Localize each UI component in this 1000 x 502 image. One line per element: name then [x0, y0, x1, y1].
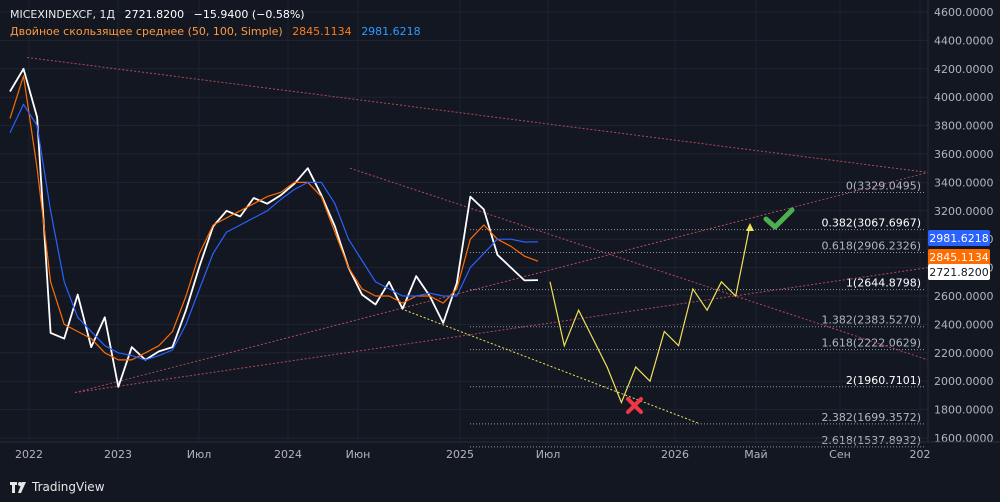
trend-line	[26, 56, 929, 173]
forecast	[549, 223, 754, 405]
fib-level-label: 1(2644.8798)	[846, 277, 921, 290]
price-badge	[928, 230, 990, 246]
series-line-ma100	[9, 103, 539, 361]
brand-name: TradingView	[32, 480, 105, 494]
trend-line	[74, 171, 929, 394]
last-price: 2721.8200	[124, 8, 185, 21]
y-tick-label: 4400.0000	[934, 34, 994, 47]
y-tick-label: 3200.0000	[934, 205, 994, 218]
legend-row-symbol: MICEXINDEXCF, 1Д 2721.8200 −15.9400 (−0.…	[10, 6, 421, 23]
marks	[626, 207, 795, 414]
y-tick-label: 4000.0000	[934, 91, 994, 104]
x-tick-label: 2024	[274, 448, 302, 461]
y-tick-label: 4200.0000	[934, 63, 994, 76]
fib-level-label: 0.382(3067.6967)	[821, 217, 921, 230]
fib-level-label: 2.618(1537.8932)	[821, 434, 921, 447]
x-tick-label: 2026	[661, 448, 689, 461]
fib-level-label: 0.618(2906.2326)	[821, 240, 921, 253]
y-tick-label: 2200.0000	[934, 347, 994, 360]
forecast-path	[549, 224, 751, 405]
y-tick-label: 1600.0000	[934, 432, 994, 445]
series	[9, 67, 539, 388]
fib-level-label: 1.382(2383.5270)	[821, 314, 921, 327]
x-tick-label: 2023	[104, 448, 132, 461]
x-tick-label: Июл	[187, 448, 212, 461]
y-tick-label: 1800.0000	[934, 404, 994, 417]
y-tick-label: 3800.0000	[934, 120, 994, 133]
fib-level-label: 2(1960.7101)	[846, 374, 921, 387]
price-badge	[928, 264, 990, 280]
x-tick-label: Июл	[536, 448, 561, 461]
check-mark-icon	[763, 207, 795, 230]
x-tick-label: 2022	[15, 448, 43, 461]
fib-level-label: 1.618(2222.0629)	[821, 337, 921, 350]
price-badge-label: 2721.8200	[929, 266, 989, 279]
trend-line	[349, 167, 929, 361]
price-badge-label: 2981.6218	[929, 232, 989, 245]
x-tick-label: Сен	[829, 448, 851, 461]
ma-title: Двойное скользящее среднее (50, 100, Sim…	[10, 25, 283, 38]
y-tick-label: 2000.0000	[934, 375, 994, 388]
price-badge-label: 2845.1134	[929, 251, 989, 264]
ma50-value: 2845.1134	[292, 25, 352, 38]
x-tick-label: 2025	[446, 448, 474, 461]
price-badges: 2981.6218 2845.1134 2721.8200	[928, 230, 990, 280]
ma100-value: 2981.6218	[361, 25, 421, 38]
x-axis: 2022 2023 Июл 2024 Июн 2025 Июл 2026 Май Сен 202	[0, 441, 1000, 461]
x-tick-label: Июн	[346, 448, 371, 461]
y-tick-label: 3600.0000	[934, 148, 994, 161]
fib-level-label: 0(3329.0495)	[846, 179, 921, 192]
y-tick-label: 2600.0000	[934, 290, 994, 303]
tradingview-logo-icon	[10, 482, 26, 493]
y-tick-label: 2400.0000	[934, 318, 994, 331]
y-tick-label: 4600.0000	[934, 6, 994, 19]
fib-level-label: 2.382(1699.3572)	[821, 411, 921, 424]
legend: MICEXINDEXCF, 1Д 2721.8200 −15.9400 (−0.…	[10, 6, 421, 40]
x-tick-label: Май	[744, 448, 767, 461]
y-tick-label: 3400.0000	[934, 176, 994, 189]
x-tick-label: 202	[910, 448, 931, 461]
symbol-label: MICEXINDEXCF, 1Д	[10, 8, 116, 21]
legend-row-ma: Двойное скользящее среднее (50, 100, Sim…	[10, 23, 421, 40]
price-badge	[928, 249, 990, 265]
cross-mark-icon	[626, 397, 643, 414]
trend-line	[404, 309, 701, 425]
price-change: −15.9400 (−0.58%)	[193, 8, 305, 21]
series-line-micexindexcf	[9, 67, 539, 388]
trend-lines	[26, 56, 929, 425]
fib-levels: 0(3329.0495) 0.382(3067.6967) 0.618(2906.2…	[470, 179, 924, 448]
forecast-arrowhead	[746, 223, 754, 231]
brand[interactable]: TradingView	[10, 480, 105, 494]
